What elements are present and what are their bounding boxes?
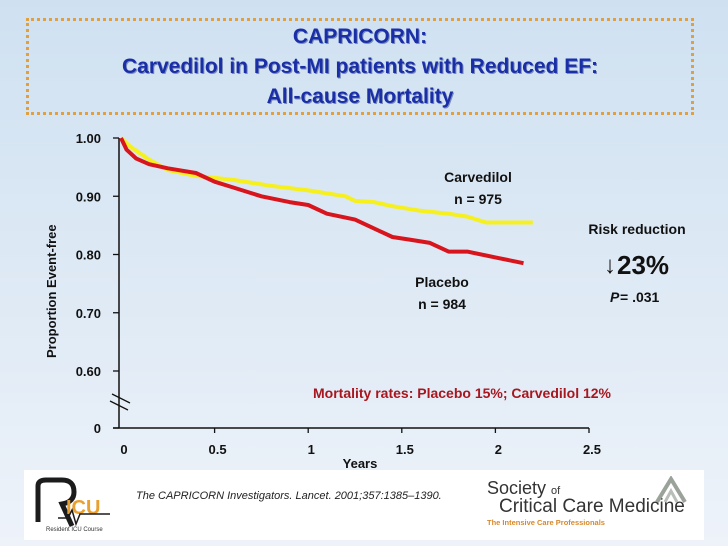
x-tick-label: 0 <box>120 442 127 457</box>
carvedilol-label: Carvedilol <box>444 169 512 185</box>
y-tick-label: 0.70 <box>76 306 101 321</box>
sccm-society: Society of <box>487 478 561 498</box>
p-value: = .031 <box>620 289 660 305</box>
p-label: P <box>610 289 620 305</box>
x-tick-label: 2 <box>495 442 502 457</box>
x-tick-label: 2.5 <box>583 442 601 457</box>
axis-break-mark <box>111 393 131 404</box>
y-tick-label: 0.90 <box>76 189 101 204</box>
risk-reduction-label: Risk reduction <box>588 221 685 237</box>
ricu-logo-caption: Resident ICU Course <box>46 527 103 533</box>
risk-reduction-value: 23% <box>617 250 669 280</box>
title-line-1: CAPRICORN: <box>292 25 428 48</box>
sccm-triangle-icon <box>655 476 687 504</box>
mortality-rates-note: Mortality rates: Placebo 15%; Carvedilol… <box>313 385 612 401</box>
y-tick-label: 0.80 <box>76 248 101 263</box>
ricu-logo-icon: ICU Resident ICU Course <box>35 477 110 533</box>
sccm-logo: Society of Critical Care Medicine The In… <box>483 474 693 530</box>
carvedilol-n: n = 975 <box>454 191 502 207</box>
title-line-3: All-cause Mortality <box>266 85 454 108</box>
placebo-n: n = 984 <box>418 296 466 312</box>
x-tick-label: 1 <box>308 442 315 457</box>
y-tick-label: 0 <box>94 421 101 436</box>
y-tick-label: 1.00 <box>76 131 101 146</box>
x-axis-label: Years <box>343 456 378 471</box>
series-lines <box>119 136 533 266</box>
axis-break-mark <box>109 400 129 411</box>
sccm-tagline: The Intensive Care Professionals <box>487 518 605 527</box>
x-tick-label: 0.5 <box>209 442 227 457</box>
axes: 1.00 0.90 0.80 0.70 0.60 0 0 0.5 1 1.5 2 2.5 <box>76 131 601 457</box>
series-line-placebo <box>119 137 524 266</box>
x-tick-label: 1.5 <box>396 442 414 457</box>
footer-band <box>24 470 704 540</box>
sccm-name: Critical Care Medicine <box>499 496 685 517</box>
y-tick-label: 0.60 <box>76 364 101 379</box>
y-axis-label: Proportion Event-free <box>44 224 59 358</box>
citation: The CAPRICORN Investigators. Lancet. 200… <box>136 490 442 502</box>
svg-text:ICU: ICU <box>66 497 100 519</box>
placebo-label: Placebo <box>415 274 469 290</box>
title-line-2: Carvedilol in Post-MI patients with Redu… <box>121 55 599 78</box>
ricu-logo: ICU Resident ICU Course <box>32 474 114 534</box>
down-arrow-icon: ↓ <box>604 252 616 279</box>
title-box: CAPRICORN: Carvedilol in Post-MI patient… <box>26 18 694 115</box>
